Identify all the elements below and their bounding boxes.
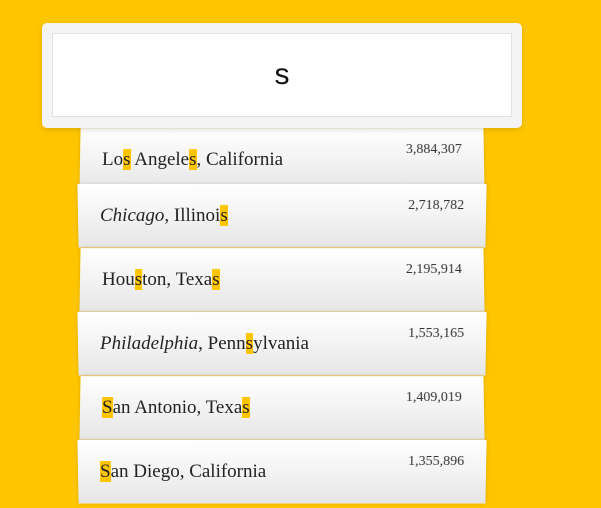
city-text: , Penn xyxy=(198,333,246,354)
suggestion-chicago[interactable]: Chicago, Illinois 2,718,782 xyxy=(77,184,486,248)
suggestion-city-name: San Diego, California xyxy=(100,461,266,483)
match-highlight: S xyxy=(100,461,111,482)
city-text: , California xyxy=(196,149,283,170)
city-text: Chicago xyxy=(100,205,165,226)
suggestion-philadelphia[interactable]: Philadelphia, Pennsylvania 1,553,165 xyxy=(77,312,486,376)
city-text: , Illinoi xyxy=(164,205,220,226)
suggestion-los-angeles[interactable]: Los Angeles, California 3,884,307 xyxy=(79,128,484,192)
suggestion-city-name: Chicago, Illinois xyxy=(100,205,228,227)
city-text: ylvania xyxy=(253,333,309,354)
city-text: Philadelphia xyxy=(100,333,198,354)
suggestion-san-diego[interactable]: San Diego, California 1,355,896 xyxy=(77,440,486,504)
city-text: Hou xyxy=(102,269,135,290)
suggestion-population: 1,553,165 xyxy=(408,326,464,342)
suggestion-population: 1,355,896 xyxy=(408,454,464,470)
city-text: an Diego, California xyxy=(110,461,266,482)
suggestion-population: 3,884,307 xyxy=(406,142,462,158)
city-text: an Antonio, Texa xyxy=(112,397,242,418)
suggestion-population: 1,409,019 xyxy=(406,390,462,406)
suggestion-san-antonio[interactable]: San Antonio, Texas 1,409,019 xyxy=(79,376,484,440)
city-text: Lo xyxy=(102,149,123,170)
suggestion-houston[interactable]: Houston, Texas 2,195,914 xyxy=(79,248,484,312)
search-input[interactable] xyxy=(52,33,512,117)
match-highlight: S xyxy=(102,397,113,418)
match-highlight: s xyxy=(246,333,253,354)
city-text: Angele xyxy=(130,149,189,170)
suggestion-city-name: Philadelphia, Pennsylvania xyxy=(100,333,309,355)
match-highlight: s xyxy=(220,205,228,226)
suggestion-city-name: Houston, Texas xyxy=(102,269,220,291)
suggestion-population: 2,718,782 xyxy=(408,198,464,214)
search-box xyxy=(42,23,522,128)
suggestion-city-name: San Antonio, Texas xyxy=(102,397,250,419)
match-highlight: s xyxy=(212,269,220,290)
match-highlight: s xyxy=(242,397,249,418)
suggestion-population: 2,195,914 xyxy=(406,262,462,278)
match-highlight: s xyxy=(189,149,197,170)
city-text: ton, Texa xyxy=(142,269,212,290)
suggestions-list: Los Angeles, California 3,884,307 Chicago,… xyxy=(0,128,601,508)
suggestion-city-name: Los Angeles, California xyxy=(102,149,283,171)
